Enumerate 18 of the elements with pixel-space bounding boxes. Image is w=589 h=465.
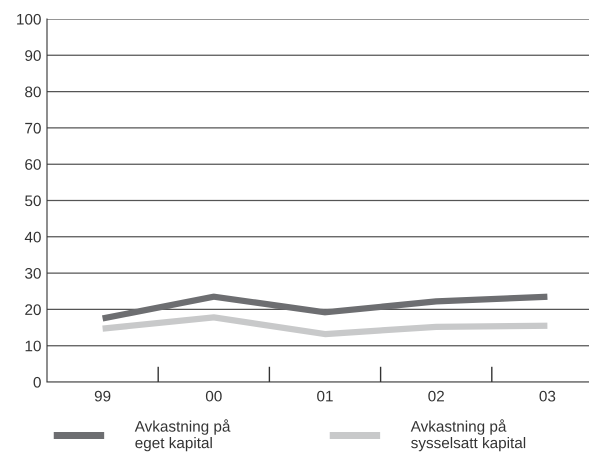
y-tick-label: 0 [34,376,41,388]
y-tick-label: 90 [25,50,41,61]
y-tick-label: 10 [26,340,41,352]
legend-label: Avkastning på eget kapital [134,419,230,452]
y-tick-label: 20 [25,304,41,316]
x-tick-label: 99 [94,390,110,402]
y-tick-label: 40 [24,232,41,242]
y-tick-label: 80 [25,86,41,98]
legend-label: Avkastning på sysselsatt kapital [410,419,526,452]
x-tick-label: 00 [206,390,222,402]
x-tick-label: 02 [428,390,444,402]
x-tick-label: 03 [540,390,556,402]
y-tick-label: 30 [25,268,41,279]
y-tick-label: 100 [17,14,41,25]
y-tick-label: 70 [25,122,41,134]
x-tick-label: 01 [317,390,333,402]
y-tick-label: 50 [25,195,41,206]
y-tick-label: 60 [25,159,41,170]
